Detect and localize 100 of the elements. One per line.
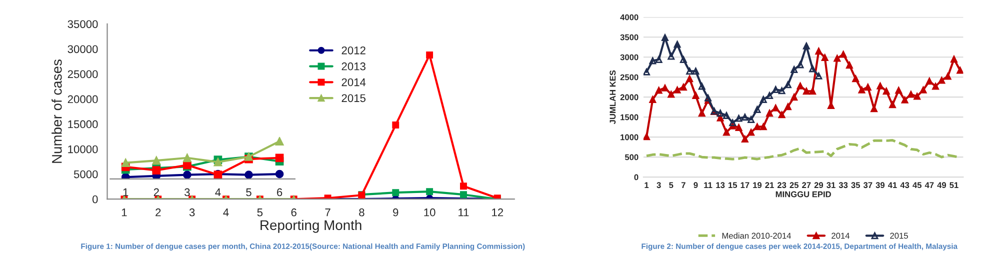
x-tick-label: 11 [704,182,712,188]
point [152,166,161,174]
point [735,124,742,131]
point [152,156,161,165]
x-tick-label: 2 [156,208,161,216]
point [426,188,434,196]
y-tick-label: 2000 [620,94,638,100]
point [889,101,896,108]
legend-label: 2015 [890,232,908,239]
x-tick-label: 1 [123,188,128,196]
legend-label: 2012 [342,46,366,54]
point [938,76,946,84]
point [655,56,662,63]
point [760,123,767,130]
x-tick-label: 3 [656,182,661,188]
point [834,54,841,62]
point [121,172,130,179]
x-tick-label: 51 [950,182,958,188]
point [784,81,792,88]
point [784,103,792,110]
point [932,82,940,90]
y-tick-label: 25000 [68,70,98,78]
point [741,114,748,121]
point [392,122,400,129]
x-tick-label: 39 [876,182,885,188]
point [698,82,706,90]
x-tick-label: 9 [393,208,398,216]
legend-label: 2015 [342,94,366,102]
point [754,106,761,113]
point [643,133,650,140]
point [882,88,890,95]
x-tick-label: 3 [184,188,190,196]
x-tick-label: 45 [912,182,922,188]
point [716,110,724,117]
x-tick-label: 5 [246,188,252,196]
point [821,54,828,61]
y-tick-label: 20000 [68,95,98,104]
x-tick-label: 3 [189,208,195,216]
point [460,191,467,198]
point [778,87,786,94]
point [121,158,130,167]
x-tick-label: 2 [154,188,159,196]
x-tick-label: 29 [814,182,824,188]
y-tick-label: 0 [634,174,638,180]
point [649,96,656,103]
point [766,110,773,117]
x-tick-label: 19 [753,182,762,188]
y-tick-label: 500 [624,154,638,160]
point [183,154,192,162]
y-tick-label: 35000 [68,20,98,28]
point [643,68,650,76]
point [662,84,668,92]
point [840,50,847,58]
y-tick-label: 4000 [620,14,638,20]
point [674,86,681,94]
point [944,72,952,80]
x-tick-label: 25 [790,182,799,188]
x-tick-label: 5 [669,182,674,188]
x-tick-label: 12 [492,208,504,216]
point [772,86,780,93]
point [852,75,860,82]
y-axis-title: JUMLAH KES [610,70,616,124]
point [901,96,908,104]
point [796,61,804,68]
point [754,123,761,130]
x-axis-title: MINGGU EPID [776,191,831,198]
x-tick-label: 27 [802,182,811,188]
x-axis-title: Reporting Month [260,220,362,233]
x-tick-label: 35 [851,182,860,188]
point [802,42,810,50]
point [748,128,755,136]
point [766,92,773,99]
x-tick-label: 13 [716,182,725,188]
x-tick-label: 4 [215,188,221,196]
point [680,84,687,91]
point [686,75,694,82]
point [183,170,192,179]
point [655,86,662,94]
point [748,116,755,123]
x-tick-label: 23 [777,182,786,188]
point [680,56,687,63]
x-tick-label: 10 [424,208,436,216]
x-tick-label: 17 [740,182,750,188]
x-tick-label: 37 [863,182,872,188]
y-tick-label: 3500 [620,34,638,40]
x-tick-label: 8 [359,208,364,216]
point [858,86,866,94]
point [741,136,748,143]
x-tick-label: 9 [694,182,698,188]
point [704,94,712,102]
y-tick-label: 30000 [68,45,98,54]
point [723,112,730,119]
x-tick-label: 1 [644,182,649,188]
y-tick-label: 15000 [68,120,98,128]
point [802,88,810,95]
legend-label: 2013 [342,62,366,70]
point [649,57,656,64]
point [692,92,700,99]
point [723,128,730,136]
point [809,65,816,72]
